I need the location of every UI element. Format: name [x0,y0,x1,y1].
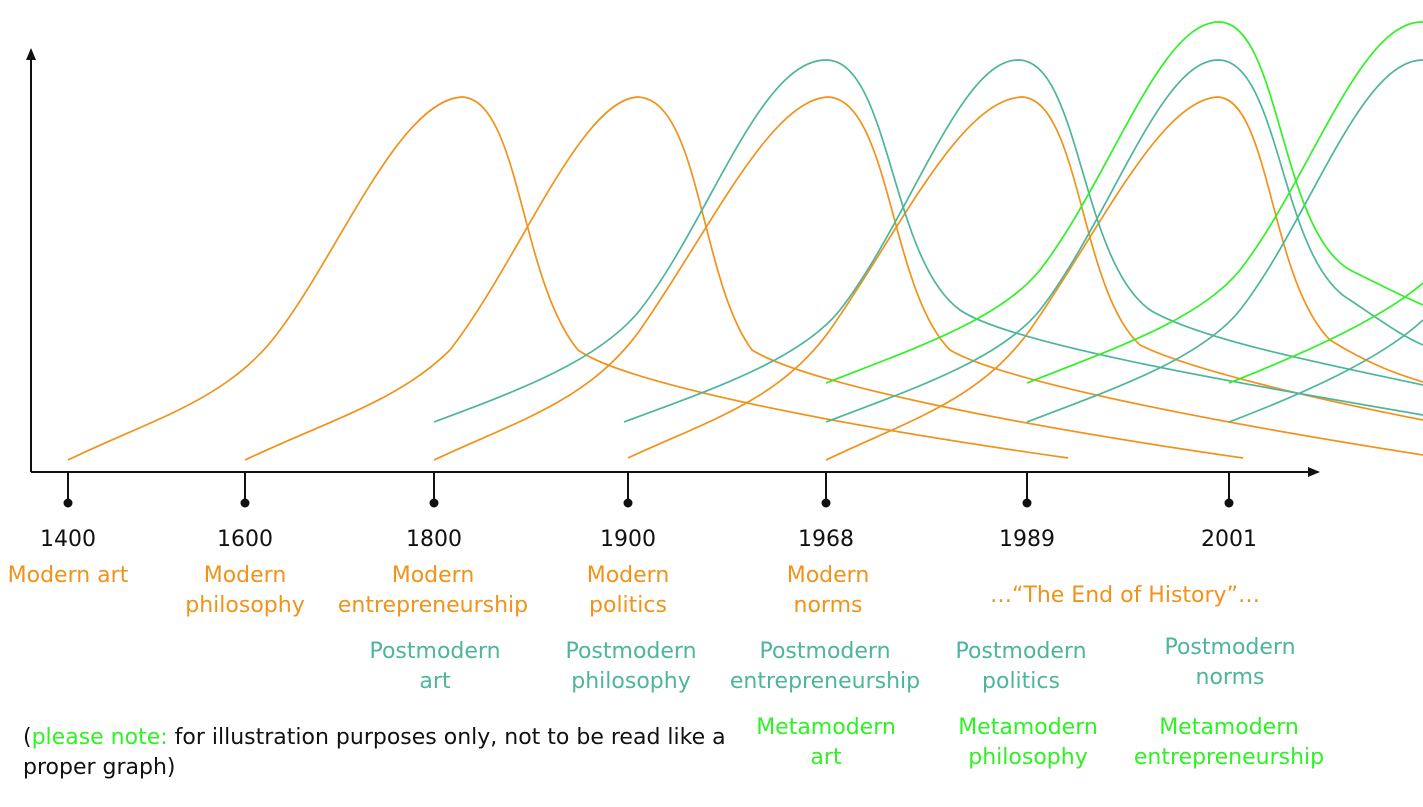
curve-modern-art [67,96,1069,461]
postmodern-label: Postmodern art [369,639,501,694]
tick-1400 [63,472,73,508]
curve-modern-politics [627,96,1423,459]
tick-1989 [1022,472,1032,508]
modern-label: Modern philosophy [185,563,305,618]
metamodern-label: Metamodern art [756,715,896,770]
postmodern-label: Postmodern norms [1164,635,1296,690]
year-label: 2001 [1201,527,1257,552]
tick-1800 [429,472,439,508]
modern-label: Modern art [7,563,129,588]
curve-metamodern-entrepreneurship [1228,282,1423,384]
postmodern-label: Postmodern politics [955,639,1087,694]
tick-2001 [1224,472,1234,508]
modern-label: Modern politics [586,563,670,618]
footnote-text: for illustration purposes only, not to b… [23,725,726,780]
curve-postmodern-norms [1228,319,1423,423]
curve-postmodern-philosophy [623,59,1423,423]
footnote-open: ( [23,725,32,750]
year-label: 1968 [798,527,854,552]
curve-modern-norms [825,96,1423,461]
curve-postmodern-entrepreneurship [825,59,1423,423]
metamodern-label: Metamodern entrepreneurship [1133,715,1325,770]
curve-metamodern-art [825,21,1423,384]
modern-label: Modern norms [786,563,870,618]
footnote-highlight: please note: [31,725,168,750]
year-label: 1600 [217,527,273,552]
metamodern-label: Metamodern philosophy [958,715,1098,770]
year-label: 1989 [999,527,1055,552]
curve-modern-entrepreneurship [433,96,1423,461]
tick-1900 [623,472,633,508]
curve-postmodern-art [433,59,1423,423]
tick-marks [63,472,1234,508]
year-label: 1400 [40,527,96,552]
tick-1968 [821,472,831,508]
modern-label: Modern entrepreneurship [337,563,529,618]
postmodern-label: Postmodern entrepreneurship [729,639,921,694]
curve-postmodern-politics [1026,59,1423,423]
footnote: (please note: for illustration purposes … [23,723,743,783]
curve-metamodern-philosophy [1026,21,1423,384]
tick-1600 [240,472,250,508]
end-of-history-annotation: …“The End of History”… [990,583,1260,608]
year-label: 1900 [600,527,656,552]
year-label: 1800 [406,527,462,552]
postmodern-label: Postmodern philosophy [565,639,697,694]
curve-modern-philosophy [244,96,1244,461]
